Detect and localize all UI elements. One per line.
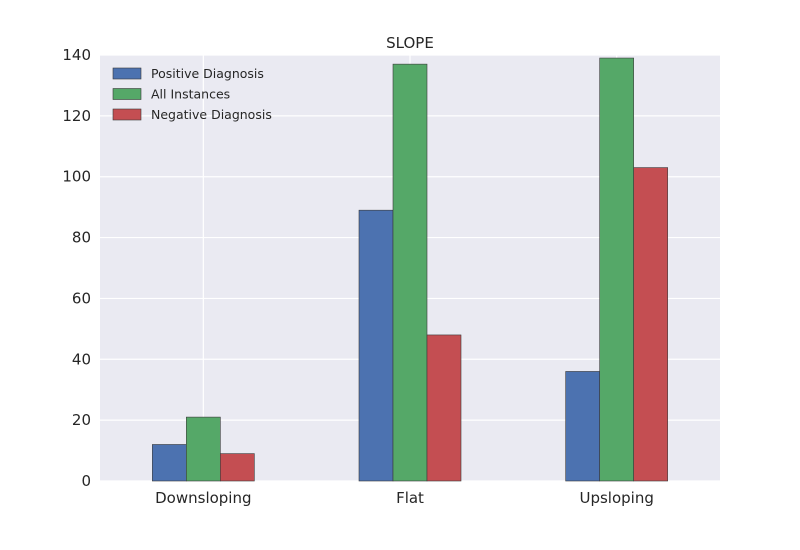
bar-all-instances-flat (392, 63, 428, 482)
y-tick-label: 120 (62, 107, 91, 125)
x-axis-ticks: Downsloping Flat Upsloping (155, 489, 654, 507)
bar-all-instances-downsloping (186, 416, 221, 482)
bars (152, 57, 668, 482)
y-tick-label: 20 (72, 411, 91, 429)
chart-title: SLOPE (386, 34, 434, 52)
bar-positive-diagnosis-upsloping (565, 371, 600, 482)
y-tick-label: 80 (72, 229, 91, 247)
y-tick-label: 0 (81, 472, 91, 490)
y-tick-label: 140 (62, 46, 91, 64)
bar-positive-diagnosis-flat (358, 209, 394, 482)
legend-swatch (112, 67, 142, 80)
x-tick-label: Upsloping (579, 489, 653, 507)
legend-swatch (112, 108, 142, 121)
y-axis-ticks: 0 20 40 60 80 100 120 140 (62, 46, 91, 490)
y-tick-label: 60 (72, 289, 91, 307)
bar-negative-diagnosis-downsloping (220, 453, 255, 482)
legend: Positive Diagnosis All Instances Negative … (112, 66, 272, 122)
legend-label: Negative Diagnosis (151, 107, 272, 122)
y-tick-label: 40 (72, 350, 91, 368)
legend-label: All Instances (151, 87, 230, 102)
bar-all-instances-upsloping (599, 57, 634, 482)
bar-negative-diagnosis-flat (426, 334, 462, 482)
bar-positive-diagnosis-downsloping (152, 444, 187, 482)
legend-label: Positive Diagnosis (151, 66, 264, 81)
x-tick-label: Flat (396, 489, 424, 507)
bar-negative-diagnosis-upsloping (633, 167, 668, 482)
x-tick-label: Downsloping (155, 489, 251, 507)
y-tick-label: 100 (62, 168, 91, 186)
legend-swatch (112, 88, 142, 100)
